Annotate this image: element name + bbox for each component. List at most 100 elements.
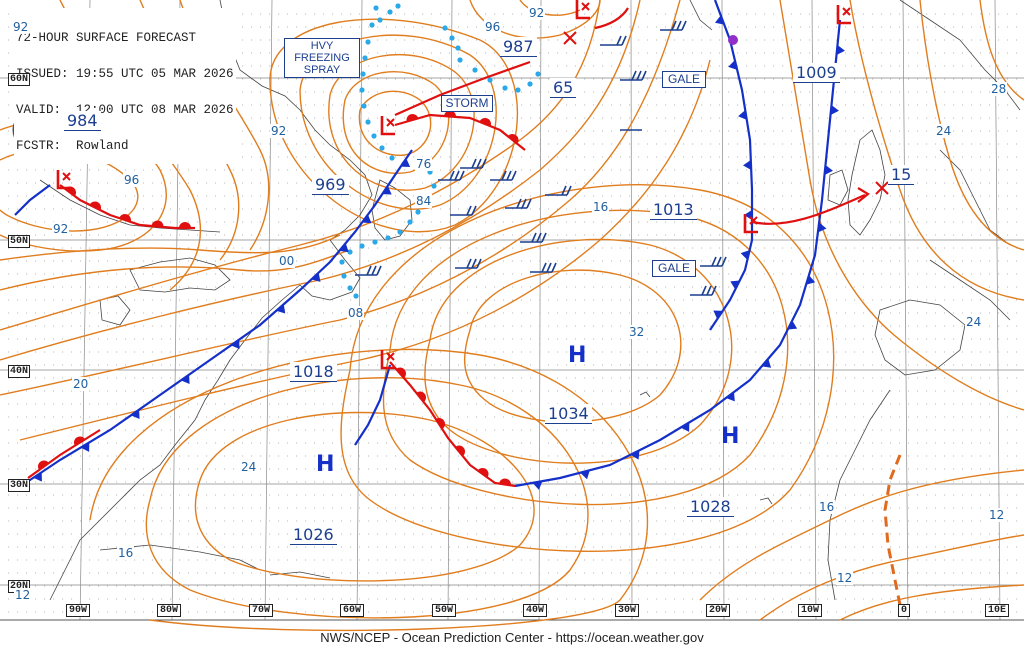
cold-front-triangle bbox=[230, 339, 240, 350]
ice-edge-dot bbox=[442, 25, 448, 31]
cold-front-west bbox=[14, 149, 413, 491]
coastline bbox=[99, 295, 131, 326]
isobar-line bbox=[839, 584, 1024, 621]
pressure-label-1034: 1034 bbox=[545, 404, 592, 424]
barb-feather bbox=[616, 35, 622, 46]
isobar-line bbox=[0, 234, 341, 261]
isobar-label: 32 bbox=[628, 325, 646, 339]
isobar-line bbox=[0, 0, 641, 361]
ice-edge-dot bbox=[431, 183, 437, 189]
isobar-label: 12 bbox=[14, 588, 32, 602]
warm-front-semicircle bbox=[406, 114, 419, 122]
isobar-label: 92 bbox=[12, 20, 30, 34]
ice-edge-dot bbox=[527, 81, 533, 87]
wind-barb-icon bbox=[450, 205, 477, 216]
cold-front-east bbox=[514, 19, 845, 490]
coastline bbox=[689, 0, 713, 31]
pressure-label-987: 987 bbox=[500, 37, 537, 57]
header-forecaster: FCSTR: Rowland bbox=[16, 139, 129, 153]
warm-front-semicircle bbox=[507, 134, 519, 144]
cold-front-triangle bbox=[630, 450, 640, 460]
cold-front-triangle bbox=[130, 409, 140, 420]
lon-label-0: 0 bbox=[898, 604, 911, 617]
isobar-label: 92 bbox=[270, 124, 288, 138]
cold-front-triangle bbox=[276, 304, 286, 314]
isobar-line bbox=[849, 0, 1024, 301]
longitude-line bbox=[630, 0, 633, 621]
low-center-icon bbox=[575, 0, 590, 20]
cold-front-triangle bbox=[532, 481, 543, 490]
x-mark-icon bbox=[563, 31, 577, 45]
low-letter bbox=[380, 116, 395, 136]
barb-feather bbox=[681, 20, 687, 31]
barb-feather bbox=[546, 262, 552, 273]
header-title: 72-HOUR SURFACE FORECAST bbox=[16, 31, 197, 45]
ice-edge-dot bbox=[395, 3, 401, 9]
ice-edge-dot bbox=[385, 235, 391, 241]
warm-front-southwest bbox=[27, 429, 101, 479]
ice-edge-dot bbox=[379, 145, 385, 151]
barb-feather bbox=[466, 258, 472, 269]
ice-edge-dot bbox=[407, 219, 413, 225]
barb-feather bbox=[721, 256, 727, 267]
ice-edge-dot bbox=[535, 71, 541, 77]
warm-front-semicircle bbox=[119, 214, 131, 222]
lat-label-50n: 50N bbox=[8, 235, 31, 248]
barb-feather bbox=[636, 70, 642, 81]
barb-feather bbox=[526, 198, 532, 209]
isobar-line bbox=[145, 377, 589, 619]
barb-feather bbox=[536, 232, 542, 243]
isobar-label: 24 bbox=[240, 460, 258, 474]
gale-warning-south: GALE bbox=[652, 260, 696, 277]
barb-feather bbox=[676, 20, 682, 31]
isobar-line bbox=[0, 0, 681, 396]
ice-edge-dot bbox=[372, 239, 378, 245]
cold-front-triangle bbox=[743, 160, 752, 170]
coastline bbox=[827, 389, 891, 601]
coastline bbox=[899, 0, 1021, 111]
warm-front-semicircle bbox=[479, 118, 491, 127]
coastline bbox=[639, 391, 651, 398]
isobar-line bbox=[194, 411, 535, 582]
isobar-line bbox=[0, 249, 351, 291]
barb-feather bbox=[521, 198, 527, 209]
cold-front-triangle bbox=[738, 110, 747, 120]
low-center-icon bbox=[836, 5, 851, 25]
coastline bbox=[939, 149, 1011, 246]
fronts bbox=[14, 0, 904, 616]
barb-feather bbox=[481, 158, 487, 169]
ice-edge-dot bbox=[415, 209, 421, 215]
isobar-line bbox=[979, 0, 1024, 101]
barb-feather bbox=[641, 70, 647, 81]
cold-front-triangle bbox=[740, 250, 750, 260]
wind-barb-icon bbox=[505, 198, 532, 209]
ice-edge-dot bbox=[365, 119, 371, 125]
barb-feather bbox=[371, 265, 377, 276]
barb-feather bbox=[516, 198, 522, 209]
isobar-label: 76 bbox=[415, 157, 433, 171]
ice-edge-dot bbox=[362, 55, 368, 61]
ice-edge-dot bbox=[360, 71, 366, 77]
warm-front-central bbox=[389, 361, 516, 488]
pressure-label-1028: 1028 bbox=[687, 497, 734, 517]
isobar-line bbox=[19, 59, 711, 441]
low-x-mark bbox=[386, 352, 395, 361]
wind-barb-icon bbox=[545, 185, 572, 196]
barb-feather bbox=[476, 158, 482, 169]
lon-label-30w: 30W bbox=[615, 604, 640, 617]
ice-edge-dot bbox=[347, 249, 353, 255]
header-issued: ISSUED: 19:55 UTC 05 MAR 2026 bbox=[16, 67, 234, 81]
isobar-line bbox=[89, 348, 649, 632]
ice-edge-dot bbox=[369, 22, 375, 28]
warning-hvy: HVY bbox=[310, 40, 334, 52]
warm-front-969 bbox=[394, 110, 526, 151]
lon-label-80w: 80W bbox=[157, 604, 182, 617]
ice-edge-dot bbox=[449, 35, 455, 41]
barb-feather bbox=[716, 256, 722, 267]
lon-label-20w: 20W bbox=[706, 604, 731, 617]
barb-feather bbox=[711, 256, 717, 267]
cold-front-triangle bbox=[180, 374, 190, 385]
ice-edge-dot bbox=[365, 39, 371, 45]
cold-front-triangle bbox=[33, 472, 42, 482]
barb-feather bbox=[471, 158, 477, 169]
